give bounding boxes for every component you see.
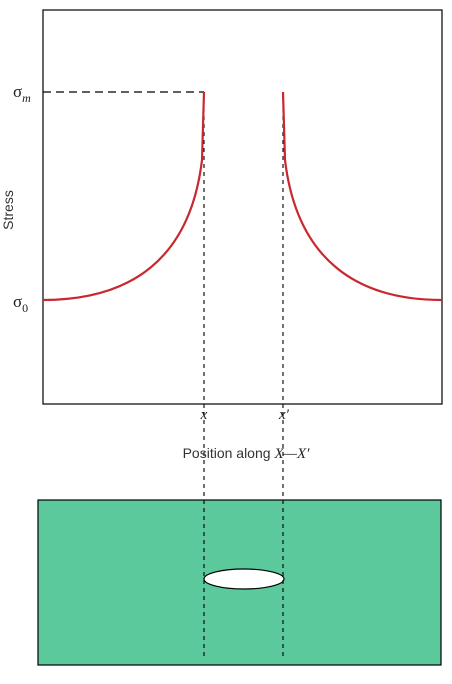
y-tick-label-nominal: σ0 [13, 292, 28, 315]
x-axis-title: Position along X—X′ [183, 445, 311, 462]
stress-curve-right [281, 91, 443, 302]
stress-curve-left [42, 91, 206, 302]
elliptical-hole [203, 568, 285, 590]
y-axis-title: Stress [0, 190, 16, 230]
plot-frame [42, 9, 443, 405]
x-tick-label-x: x [200, 407, 208, 423]
x-tick-label-x-prime: x′ [278, 407, 290, 423]
y-tick-label-max: σm [13, 82, 31, 105]
